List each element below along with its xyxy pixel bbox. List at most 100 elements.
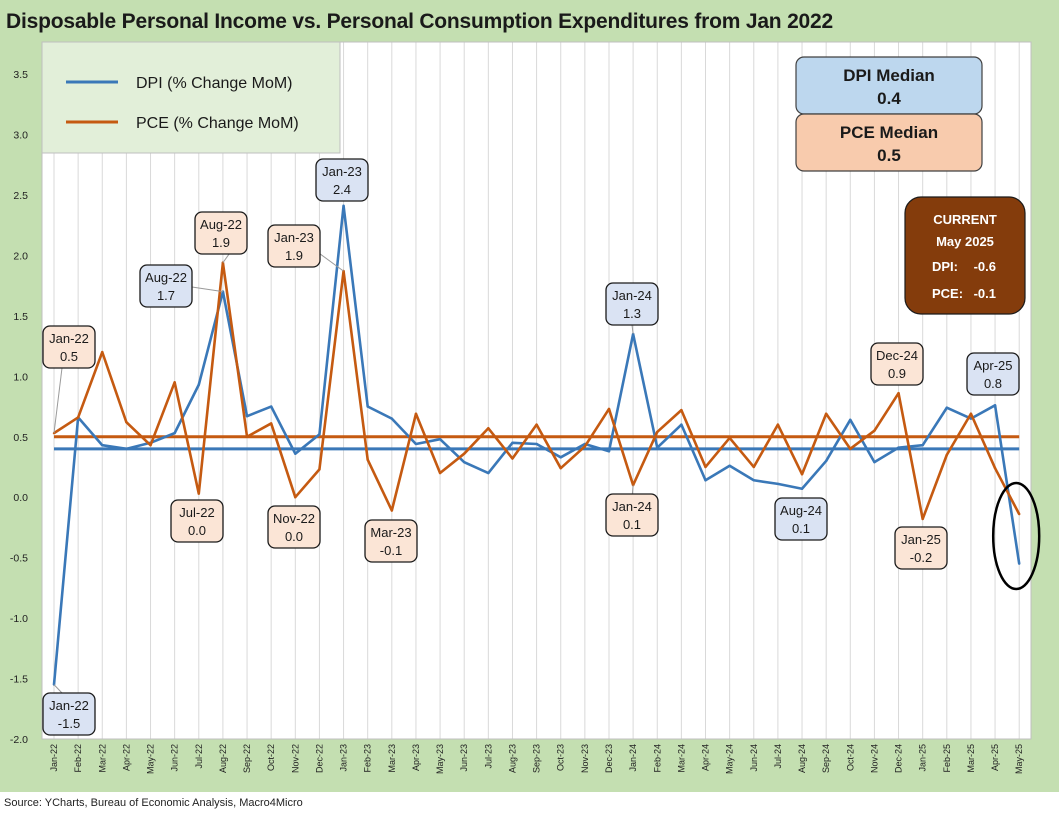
- data-point: [800, 487, 804, 490]
- x-tick-label: Mar-24: [676, 744, 686, 773]
- data-point: [800, 473, 804, 476]
- x-tick-label: Jan-23: [339, 744, 349, 772]
- y-tick-label: 3.0: [13, 130, 28, 142]
- annotation-box: [267, 505, 321, 549]
- annotation-value: 2.4: [333, 182, 351, 197]
- x-tick-label: Nov-22: [290, 744, 300, 773]
- x-tick-label: Jul-24: [773, 744, 783, 769]
- annotation-pce-jan-22: Jan-22 0.5: [42, 325, 96, 369]
- annotation-box: [364, 519, 418, 563]
- dpi-median-box: DPI Median 0.4: [795, 56, 983, 115]
- y-tick-label: 1.5: [13, 311, 28, 323]
- leader-line: [631, 324, 634, 335]
- current-date: May 2025: [936, 234, 994, 249]
- annotation-date: Jan-24: [612, 288, 652, 303]
- annotation-pce-jan-24: Jan-24 0.1: [605, 493, 659, 537]
- data-point: [76, 416, 80, 419]
- highlight-ellipse: [991, 481, 1041, 591]
- x-tick-label: Apr-24: [701, 744, 711, 771]
- chart-title: Disposable Personal Income vs. Personal …: [6, 10, 833, 33]
- annotation-date: Jan-22: [49, 331, 89, 346]
- x-tick-label: Aug-22: [218, 744, 228, 773]
- data-point: [704, 465, 707, 469]
- y-tick-label: 0.0: [13, 492, 28, 504]
- x-tick-label: Apr-22: [121, 744, 131, 771]
- annotation-pce-jul-22: Jul-22 0.0: [170, 499, 224, 543]
- x-tick-label: Feb-22: [73, 744, 83, 773]
- x-tick-label: Jun-22: [170, 744, 180, 772]
- annotation-pce-aug-22: Aug-22 1.9: [194, 211, 248, 255]
- median-box-bg: [795, 113, 983, 172]
- x-tick-label: May-23: [435, 744, 445, 774]
- x-tick-label: Mar-23: [387, 744, 397, 773]
- x-tick-label: Oct-23: [556, 744, 566, 771]
- data-point: [390, 509, 394, 512]
- data-point: [752, 479, 755, 482]
- data-point: [535, 442, 538, 446]
- x-tick-label: Apr-23: [411, 744, 421, 771]
- x-tick-label: Oct-24: [845, 744, 855, 771]
- data-point: [487, 471, 490, 475]
- x-tick-label: Aug-23: [507, 744, 517, 773]
- annotation-pce-jan-25: Jan-25 -0.2: [894, 526, 948, 570]
- data-point: [390, 417, 394, 420]
- data-point: [1018, 512, 1021, 516]
- current-box-bg: [904, 196, 1026, 315]
- data-point: [945, 406, 949, 409]
- series-points-pce: [52, 261, 1021, 521]
- annotation-date: Mar-23: [370, 525, 411, 540]
- y-tick-label: -2.0: [10, 734, 28, 746]
- data-point: [438, 471, 442, 475]
- leader-line: [53, 367, 63, 434]
- annotation-value: -1.5: [58, 716, 80, 731]
- data-point: [101, 350, 104, 354]
- chart-svg: 3.5 3.0 2.5 2.0 1.5 1.0 0.5 0.0 -0.5 -1.0 -1.5 -2.0…: [10, 41, 1041, 774]
- annotation-box: [605, 493, 659, 537]
- y-tick-label: -1.5: [10, 674, 28, 686]
- data-point: [824, 459, 828, 463]
- x-tick-label: May-22: [146, 744, 156, 774]
- y-tick-label: 2.5: [13, 190, 28, 202]
- legend-label: PCE (% Change MoM): [136, 115, 299, 132]
- data-point: [873, 429, 876, 432]
- data-point: [752, 465, 755, 469]
- annotation-box: [966, 352, 1020, 396]
- annotation-box: [42, 325, 96, 369]
- annotation-box: [139, 264, 193, 308]
- annotation-value: 0.1: [623, 517, 641, 532]
- x-tick-label: Sep-24: [821, 744, 831, 773]
- data-point: [511, 441, 514, 444]
- current-pce-label: PCE:: [932, 286, 963, 301]
- x-tick-label: May-24: [725, 744, 735, 774]
- data-point: [173, 431, 176, 435]
- data-point: [776, 482, 780, 486]
- x-tick-label: Nov-24: [869, 744, 879, 773]
- annotation-date: Nov-22: [273, 511, 315, 526]
- annotation-date: Dec-24: [876, 348, 918, 363]
- data-point: [366, 405, 369, 408]
- annotation-box: [194, 211, 248, 255]
- legend: DPI (% Change MoM) PCE (% Change MoM): [41, 41, 341, 154]
- x-tick-label: Jan-22: [49, 744, 59, 772]
- annotation-box: [267, 224, 321, 268]
- legend-label: DPI (% Change MoM): [136, 75, 293, 92]
- data-point: [849, 418, 852, 422]
- data-point: [728, 436, 731, 440]
- x-tick-label: Aug-24: [797, 744, 807, 773]
- x-tick-label: Jan-25: [918, 744, 928, 772]
- annotation-box: [315, 158, 369, 202]
- x-tick-label: Dec-22: [314, 744, 324, 773]
- data-point: [945, 453, 949, 457]
- current-pce-value: -0.1: [974, 286, 996, 301]
- data-point: [463, 452, 466, 455]
- annotation-dpi-apr-25: Apr-25 0.8: [966, 352, 1020, 396]
- x-tick-label: Jun-24: [749, 744, 759, 772]
- data-point: [583, 445, 587, 448]
- annotation-pce-jan-23: Jan-23 1.9: [267, 224, 321, 268]
- annotation-value: 1.3: [623, 306, 641, 321]
- annotation-value: 0.8: [984, 376, 1002, 391]
- x-tick-label: Jul-23: [483, 744, 493, 769]
- current-title: CURRENT: [933, 212, 997, 227]
- y-axis: 3.5 3.0 2.5 2.0 1.5 1.0 0.5 0.0 -0.5 -1.0 -1.5 -2.0: [10, 69, 28, 746]
- data-point: [318, 433, 321, 436]
